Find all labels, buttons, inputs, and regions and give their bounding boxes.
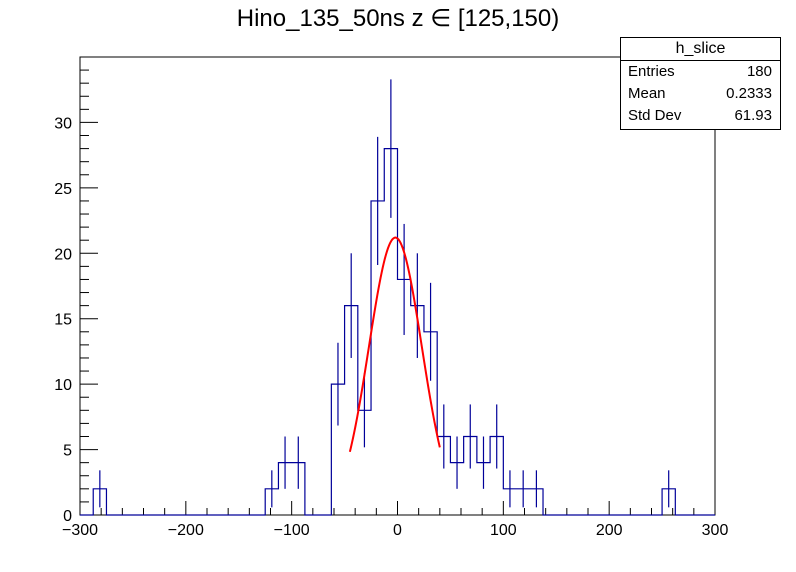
stats-box: h_slice Entries 180 Mean 0.2333 Std Dev … <box>620 37 781 130</box>
stats-row-stddev: Std Dev 61.93 <box>621 105 780 127</box>
stats-row-mean: Mean 0.2333 <box>621 83 780 105</box>
tick-labels: −300 −200 −100 0 100 200 300 0 5 10 15 20 25 30 <box>54 115 728 539</box>
gaussian-fit-curve <box>348 236 441 453</box>
stats-value: 0.2333 <box>726 85 772 102</box>
axis-ticks <box>79 56 716 516</box>
y-tick-label: 15 <box>54 312 72 329</box>
y-tick-label: 0 <box>63 508 72 525</box>
x-tick-label: 300 <box>702 522 729 539</box>
x-tick-label: −100 <box>274 522 310 539</box>
stats-value: 61.93 <box>734 107 772 124</box>
y-tick-label: 5 <box>63 443 72 460</box>
chart-title: Hino_135_50ns z ∈ [125,150) <box>236 5 560 32</box>
histogram-series <box>80 148 715 516</box>
stats-label: Mean <box>628 85 666 102</box>
stats-box-title: h_slice <box>621 38 780 61</box>
x-tick-label: 0 <box>393 522 402 539</box>
stats-row-entries: Entries 180 <box>621 61 780 83</box>
y-tick-label: 30 <box>54 115 72 132</box>
x-tick-label: 200 <box>596 522 623 539</box>
y-tick-label: 25 <box>54 181 72 198</box>
x-tick-label: −200 <box>168 522 204 539</box>
x-tick-label: −300 <box>62 522 98 539</box>
stats-value: 180 <box>746 63 772 80</box>
x-tick-label: 100 <box>490 522 517 539</box>
y-tick-label: 10 <box>54 377 72 394</box>
y-tick-label: 20 <box>54 246 72 263</box>
error-bars <box>99 79 670 508</box>
stats-label: Entries <box>628 63 675 80</box>
stats-label: Std Dev <box>628 107 682 124</box>
